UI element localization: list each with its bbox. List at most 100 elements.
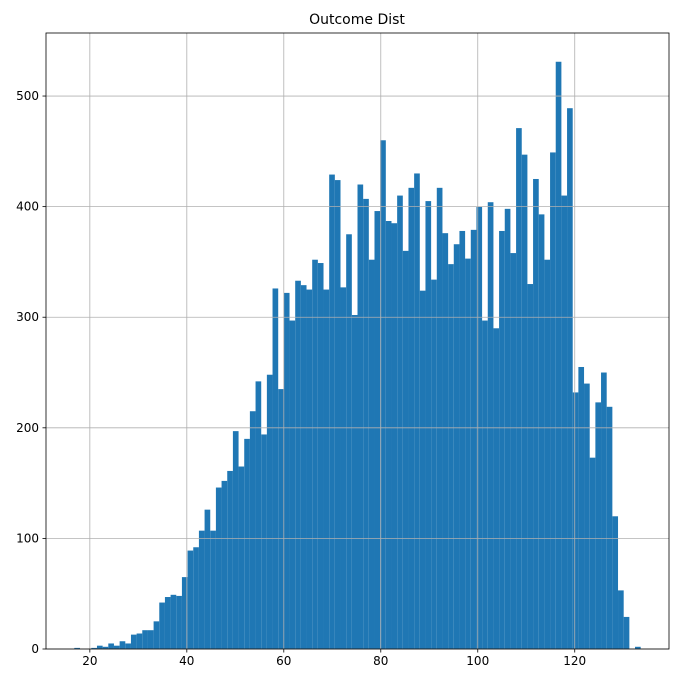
chart-title: Outcome Dist	[309, 12, 405, 28]
bar	[295, 280, 301, 649]
bar	[459, 230, 466, 649]
bar	[374, 211, 381, 649]
bar	[402, 250, 409, 650]
bar	[306, 289, 313, 649]
bar	[136, 633, 143, 649]
bar	[147, 630, 154, 649]
bar	[527, 284, 534, 649]
bar	[465, 258, 471, 649]
bar	[544, 259, 551, 649]
bar	[244, 438, 250, 649]
bar	[193, 547, 199, 649]
bar	[510, 253, 517, 650]
bar	[227, 470, 233, 649]
bar	[561, 195, 568, 649]
bar	[380, 140, 386, 649]
bar	[198, 530, 205, 649]
bar	[249, 411, 256, 649]
bar	[584, 383, 590, 649]
plot-frame	[45, 32, 670, 650]
bar	[176, 595, 182, 649]
bar	[606, 406, 613, 649]
bar	[578, 366, 585, 649]
bar	[499, 230, 505, 649]
bar	[272, 288, 279, 649]
bar	[521, 154, 528, 649]
bar	[74, 647, 80, 649]
bar	[487, 202, 494, 649]
bar	[351, 315, 358, 649]
bar	[125, 643, 131, 649]
bar	[357, 184, 364, 650]
bar	[108, 643, 114, 649]
bar	[453, 244, 460, 649]
bar	[340, 287, 347, 649]
y-tick-label: 500	[16, 89, 39, 103]
bar	[482, 320, 488, 649]
bar	[170, 594, 177, 649]
bar	[618, 590, 624, 649]
bar	[623, 616, 630, 649]
bar	[504, 208, 511, 649]
bar	[589, 457, 596, 649]
bar	[142, 630, 148, 649]
x-tick-label: 120	[563, 654, 586, 668]
bar	[232, 431, 239, 649]
bar	[153, 621, 160, 649]
y-tick-label: 300	[16, 310, 39, 324]
bar	[261, 434, 267, 649]
bar	[595, 402, 602, 649]
x-tick-label: 20	[82, 654, 97, 668]
bar	[266, 374, 273, 649]
bar	[300, 285, 307, 649]
bar	[221, 480, 228, 649]
bar	[612, 516, 619, 649]
bar	[385, 221, 392, 649]
bar	[187, 550, 194, 649]
y-tick-label: 0	[31, 642, 39, 656]
bar	[533, 178, 539, 649]
bar	[363, 198, 369, 650]
bar	[204, 509, 211, 649]
bar	[635, 646, 641, 649]
bar	[516, 128, 522, 650]
bar	[130, 634, 137, 649]
bar	[102, 646, 109, 649]
bar	[391, 223, 398, 649]
bar	[283, 292, 290, 649]
y-tick-label: 100	[16, 531, 39, 545]
y-tick-label: 200	[16, 421, 39, 435]
bar	[312, 259, 318, 649]
x-tick-label: 80	[373, 654, 388, 668]
bar	[96, 645, 103, 649]
bar	[567, 108, 573, 649]
bar	[442, 233, 449, 649]
bar	[397, 195, 403, 649]
bar	[210, 530, 216, 649]
bar	[493, 328, 500, 649]
bar	[470, 229, 477, 649]
x-tick-label: 40	[179, 654, 194, 668]
bar	[419, 290, 426, 649]
bar	[113, 645, 120, 649]
bar	[346, 234, 352, 650]
bar	[431, 279, 437, 649]
bar	[436, 187, 443, 649]
bar	[317, 263, 324, 649]
bar	[215, 487, 222, 649]
bar	[255, 381, 262, 649]
bar	[538, 214, 545, 649]
bar	[572, 392, 579, 649]
bar	[448, 264, 454, 649]
bar	[550, 152, 556, 649]
y-tick-label: 400	[16, 200, 39, 214]
bar	[425, 201, 432, 650]
bar	[414, 173, 420, 649]
bar	[334, 180, 341, 650]
bar	[368, 259, 375, 649]
bar	[601, 372, 607, 649]
bar	[181, 577, 188, 649]
x-tick-label: 100	[466, 654, 489, 668]
bar	[91, 647, 97, 649]
